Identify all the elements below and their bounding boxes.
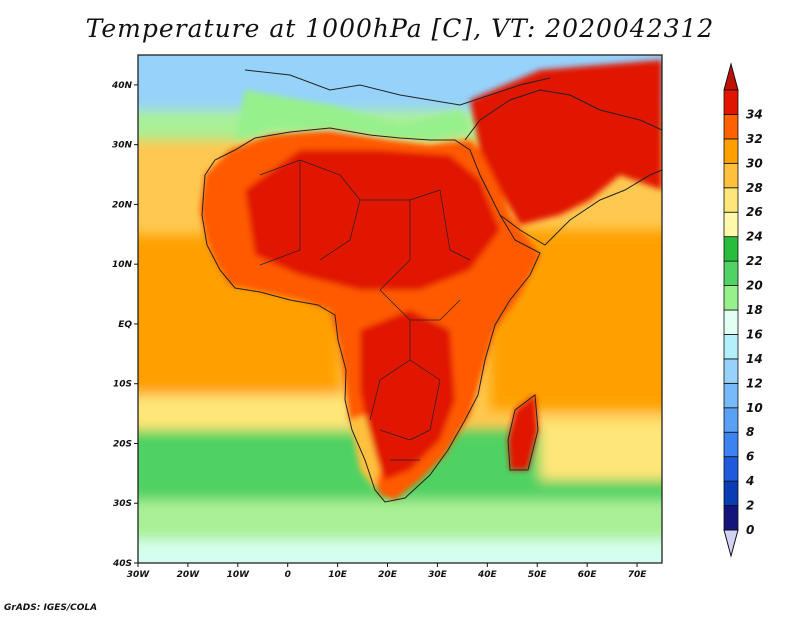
colorbar-label: 6 <box>746 450 754 464</box>
lat-tick-label: 20S <box>113 439 132 449</box>
band-south-edge <box>138 540 662 563</box>
colorbar-swatch <box>723 236 739 262</box>
temperature-field <box>138 55 662 563</box>
colorbar-top-arrow <box>723 62 739 91</box>
colorbar-label: 12 <box>746 376 763 390</box>
coastlines <box>201 69 662 503</box>
colorbar-swatch <box>723 431 739 458</box>
country-borders <box>259 159 471 461</box>
lon-tick-label: 60E <box>578 570 598 580</box>
lat-tick-label: 40N <box>111 81 133 91</box>
lat-tick-label: 30S <box>113 499 132 509</box>
colorbar-swatch <box>723 138 739 164</box>
colorbar-swatch <box>723 334 739 360</box>
footer-credit: GrADS: IGES/COLA <box>4 603 98 613</box>
madagascar-coast <box>507 394 539 471</box>
red-sea-arabia-coast <box>464 89 662 246</box>
colorbar-label: 16 <box>746 327 763 341</box>
colorbar-label: 18 <box>746 303 763 317</box>
sahara-hot-core <box>245 150 500 290</box>
lat-tick-label: 20N <box>112 200 133 210</box>
colorbar-swatch <box>723 187 739 213</box>
mediterranean-north-coast <box>244 69 551 106</box>
lat-tick-label: 10S <box>113 380 132 390</box>
land-temperature <box>200 60 662 500</box>
colorbar-label: 24 <box>746 230 763 244</box>
colorbar-swatch <box>723 211 739 238</box>
lat-tick-label: 40S <box>112 559 132 569</box>
lon-tick-label: 70E <box>628 570 648 580</box>
colorbar-label: 2 <box>746 499 754 513</box>
lon-tick-label: 20E <box>378 570 398 580</box>
colorbar-swatch <box>723 382 739 409</box>
lon-tick-label: 30E <box>428 570 448 580</box>
colorbar-label: 0 <box>746 523 754 537</box>
lon-tick-label: 10E <box>328 570 348 580</box>
africa-coastline <box>201 127 541 503</box>
sw-africa-coast-cool <box>350 415 380 490</box>
colorbar-swatch <box>723 480 739 506</box>
colorbar-swatch <box>723 89 739 115</box>
lon-tick-label: 30W <box>127 570 151 580</box>
colorbar-label: 22 <box>746 254 763 268</box>
band-east-indian <box>540 420 662 480</box>
colorbar-label: 30 <box>746 156 763 170</box>
colorbar-label: 32 <box>746 132 763 146</box>
lon-tick-label: 40E <box>477 570 498 580</box>
colorbar-label: 26 <box>746 205 763 219</box>
map-title: Temperature at 1000hPa [C], VT: 20200423… <box>85 14 715 43</box>
colorbar-label: 10 <box>746 401 763 415</box>
central-africa-hot <box>360 310 455 480</box>
arabia-landmass <box>470 60 662 225</box>
lat-tick-label: EQ <box>118 320 132 330</box>
coast-mediterranean <box>235 90 470 140</box>
colorbar-label: 20 <box>746 279 763 293</box>
lat-tick-label: 30N <box>112 141 133 151</box>
colorbar-swatch <box>723 505 739 531</box>
colorbar-swatch <box>723 456 739 482</box>
plot-frame <box>137 54 663 564</box>
lon-tick-label: 20W <box>177 570 201 580</box>
colorbar-swatch <box>723 114 739 140</box>
madagascar <box>508 395 538 470</box>
colorbar-label: 28 <box>746 181 763 195</box>
colorbar-label: 14 <box>746 352 763 366</box>
colorbar-label: 4 <box>745 474 754 488</box>
lat-tick-label: 10N <box>112 260 133 270</box>
lon-tick-label: 50E <box>528 570 548 580</box>
colorbar-swatch <box>723 285 739 311</box>
lon-tick-label: 10W <box>227 570 251 580</box>
colorbar-swatch <box>723 407 739 433</box>
colorbar-bottom-arrow <box>723 529 739 558</box>
colorbar-swatch <box>723 260 739 286</box>
colorbar-swatch <box>723 358 739 384</box>
colorbar-swatch <box>723 309 739 335</box>
colorbar-label: 8 <box>746 425 754 439</box>
lon-tick-label: 0 <box>285 570 291 580</box>
colorbar-swatch <box>723 162 739 189</box>
band-south-warm <box>138 395 370 435</box>
colorbar-label: 34 <box>746 107 763 121</box>
